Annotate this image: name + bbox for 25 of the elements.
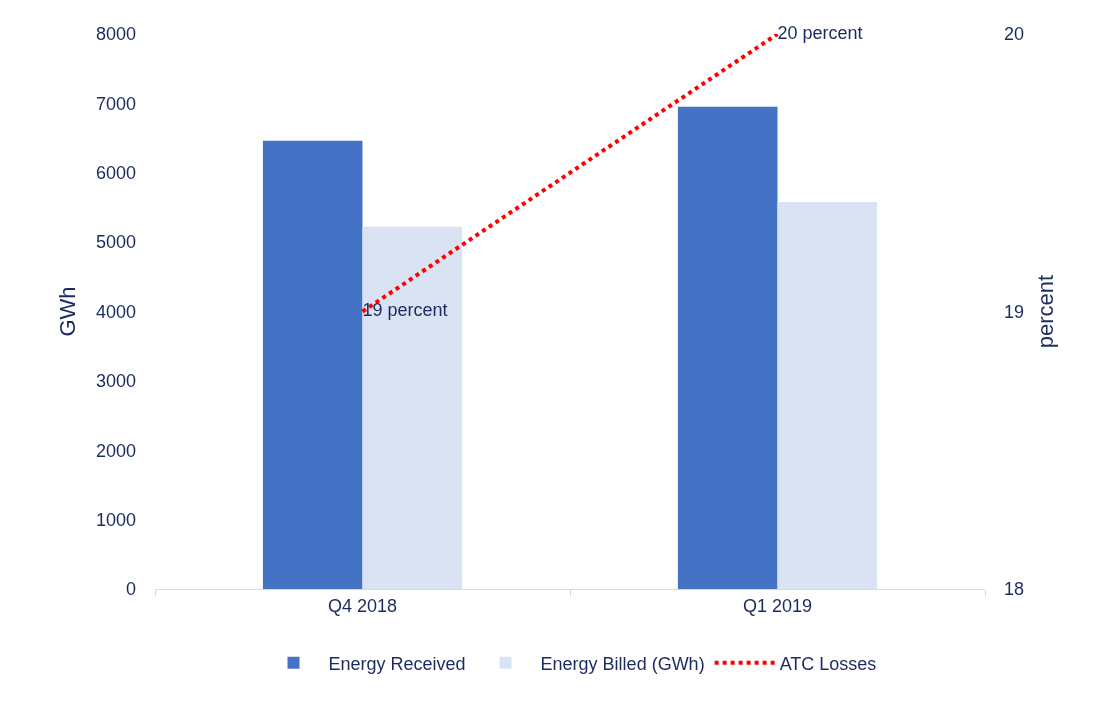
y-tick-label: 3000 xyxy=(95,371,136,392)
y2-tick-label: 20 xyxy=(1004,24,1025,45)
y-tick-label: 8000 xyxy=(95,24,136,45)
y-axis-title: GWh xyxy=(54,286,80,337)
y2-axis-title: percent xyxy=(1032,274,1058,349)
x-tick-label: Q4 2018 xyxy=(327,595,398,616)
bar xyxy=(262,140,363,589)
data-label: 19 percent xyxy=(362,300,448,320)
data-label: 20 percent xyxy=(777,22,863,43)
legend-label: ATC Losses xyxy=(779,653,877,674)
y2-tick-label: 19 xyxy=(1004,301,1025,322)
bar xyxy=(362,226,463,589)
x-tick-label: Q1 2019 xyxy=(742,595,813,616)
legend-label: Energy Billed (GWh) xyxy=(540,653,705,674)
bar xyxy=(777,201,878,589)
y-tick-label: 7000 xyxy=(95,93,136,114)
y-tick-label: 2000 xyxy=(95,440,136,461)
y-tick-label: 4000 xyxy=(95,301,136,322)
y2-tick-label: 18 xyxy=(1004,579,1025,600)
y-tick-label: 1000 xyxy=(95,509,136,530)
y-tick-label: 0 xyxy=(125,579,136,600)
bar xyxy=(677,106,778,589)
y-tick-label: 5000 xyxy=(95,232,136,253)
legend-label: Energy Received xyxy=(328,653,466,674)
y-tick-label: 6000 xyxy=(95,163,136,184)
